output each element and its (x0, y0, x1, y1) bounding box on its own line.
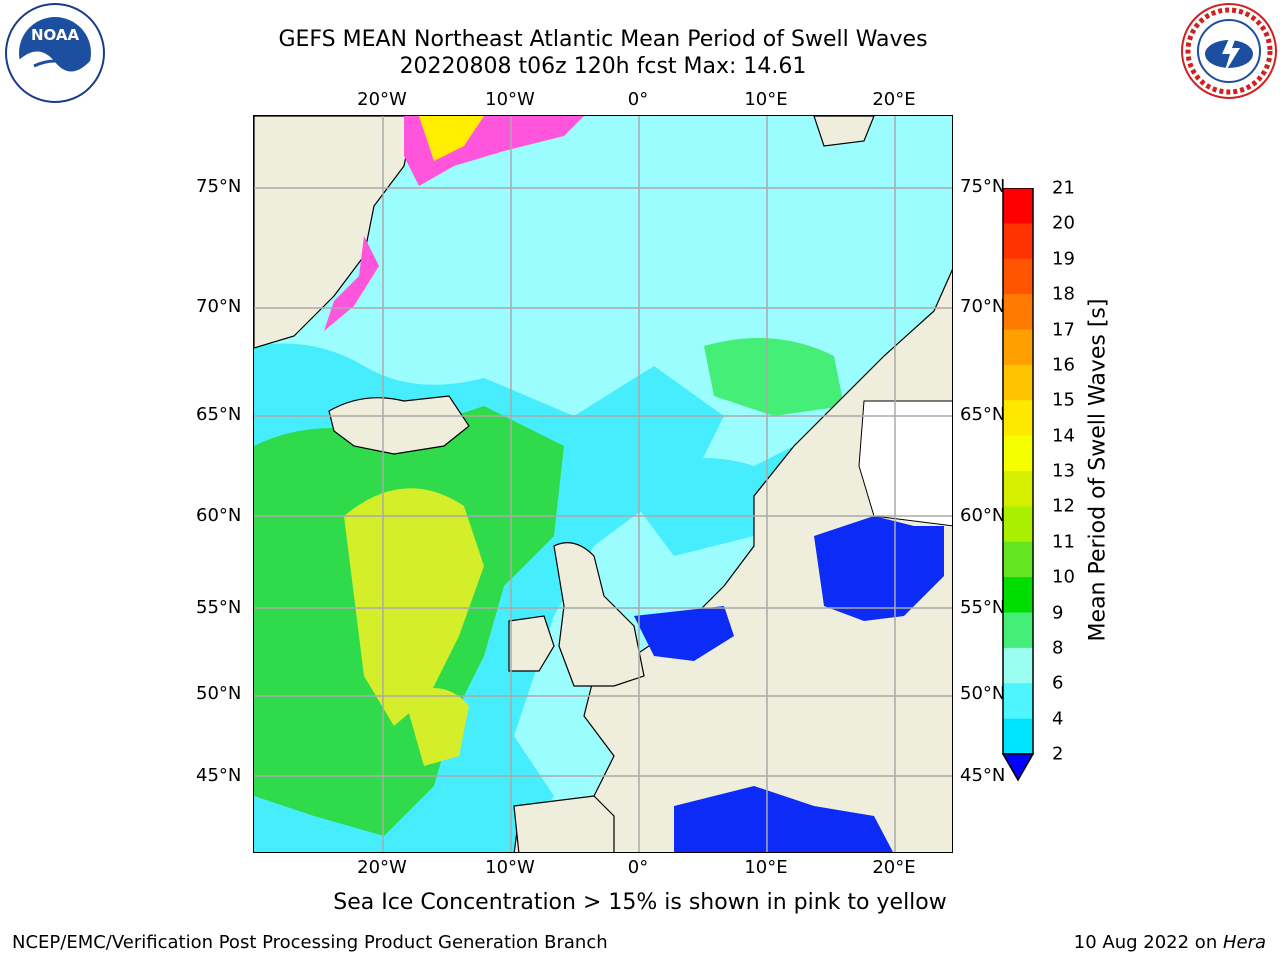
graticule (254, 116, 952, 852)
chart-subtitle: 20220808 t06z 120h fcst Max: 14.61 (399, 54, 807, 79)
nws-logo (1181, 3, 1277, 99)
swell-green-patch (704, 338, 844, 416)
lat-tick-left: 55°N (196, 597, 242, 618)
colorbar-level-label: 15 (1052, 389, 1075, 411)
colorbar-band (1003, 294, 1033, 330)
lon-tick-bottom: 0° (627, 857, 649, 878)
land-iceland (328, 395, 470, 455)
footer-date: 10 Aug 2022 on Hera (1074, 932, 1266, 953)
lat-tick-left: 50°N (196, 683, 242, 704)
colorbar-band (1003, 258, 1033, 295)
colorbar-band (1003, 188, 1033, 224)
lat-tick-right: 45°N (960, 765, 1006, 786)
colorbar-band (1003, 647, 1033, 684)
lon-tick-top: 20°E (872, 89, 916, 110)
colorbar-level-label: 21 (1052, 177, 1075, 199)
colorbar-band (1003, 400, 1033, 437)
colorbar-level-label: 18 (1052, 283, 1075, 305)
land-iberia (513, 795, 615, 852)
sea-mediterranean (674, 786, 893, 852)
colorbar-extend-arrow (1001, 753, 1035, 782)
noaa-logo: NOAA (5, 3, 105, 103)
colorbar-band (1003, 435, 1033, 472)
colorbar-level-label: 19 (1052, 248, 1075, 270)
footer-date-text: 10 Aug 2022 on (1073, 932, 1223, 953)
lat-tick-left: 45°N (196, 765, 242, 786)
colorbar-level-label: 17 (1052, 319, 1075, 340)
lat-tick-right: 60°N (960, 505, 1006, 526)
colorbar-band (1003, 471, 1033, 507)
colorbar-band (1003, 718, 1033, 755)
colorbar-band (1003, 577, 1033, 613)
land-britain (553, 542, 645, 687)
colorbar-level-label: 9 (1052, 602, 1064, 623)
colorbar-level-label: 11 (1052, 531, 1075, 553)
colorbar-band (1003, 329, 1033, 366)
colorbar-title: Mean Period of Swell Waves [s] (1085, 298, 1111, 642)
sea-north-blue (634, 606, 734, 661)
map-canvas (254, 116, 952, 852)
lon-tick-bottom: 20°W (357, 857, 407, 878)
colorbar (1001, 188, 1035, 782)
lat-tick-left: 75°N (196, 176, 242, 197)
lat-tick-left: 65°N (196, 404, 242, 425)
colorbar-level-label: 13 (1052, 460, 1075, 482)
lat-tick-right: 50°N (960, 683, 1006, 704)
sea-ice-caption: Sea Ice Concentration > 15% is shown in … (333, 890, 947, 915)
lat-tick-right: 55°N (960, 597, 1006, 618)
colorbar-band (1003, 223, 1033, 260)
map-panel (253, 115, 953, 853)
colorbar-level-label: 16 (1052, 354, 1075, 376)
colorbar-level-label: 10 (1052, 566, 1075, 588)
lon-tick-bottom: 10°W (485, 857, 535, 878)
lon-tick-top: 10°E (744, 89, 788, 110)
footer-credit: NCEP/EMC/Verification Post Processing Pr… (12, 932, 608, 953)
colorbar-level-label: 2 (1052, 743, 1064, 765)
lon-tick-bottom: 10°E (744, 857, 788, 878)
lon-tick-top: 20°W (357, 89, 407, 110)
swell-yellow-region-2 (404, 688, 469, 766)
colorbar-level-label: 6 (1052, 672, 1064, 694)
swell-yellow-region (344, 488, 484, 726)
lat-tick-right: 70°N (960, 296, 1006, 317)
colorbar-level-label: 4 (1052, 708, 1064, 730)
land-svalbard (813, 116, 875, 147)
lat-tick-right: 65°N (960, 404, 1006, 425)
colorbar-band (1003, 612, 1033, 649)
colorbar-band (1003, 683, 1033, 720)
footer-host: Hera (1222, 932, 1266, 953)
colorbar-band (1003, 541, 1033, 578)
colorbar-band (1003, 364, 1033, 401)
colorbar-level-label: 14 (1052, 425, 1075, 447)
lat-tick-left: 60°N (196, 505, 242, 526)
colorbar-level-label: 20 (1052, 212, 1075, 234)
colorbar-level-label: 8 (1052, 637, 1064, 659)
lon-tick-top: 0° (627, 89, 649, 110)
lat-tick-left: 70°N (196, 296, 242, 317)
lat-tick-right: 75°N (960, 176, 1006, 197)
colorbar-band (1003, 506, 1033, 543)
lon-tick-top: 10°W (485, 89, 535, 110)
sea-baltic (814, 516, 944, 621)
chart-title: GEFS MEAN Northeast Atlantic Mean Period… (278, 27, 928, 52)
sea-ice-dense (419, 116, 484, 161)
land-ireland (508, 615, 555, 672)
lon-tick-bottom: 20°E (872, 857, 916, 878)
colorbar-level-label: 12 (1052, 495, 1075, 517)
noaa-logo-text: NOAA (31, 26, 80, 44)
sea-bothnia (858, 400, 952, 527)
